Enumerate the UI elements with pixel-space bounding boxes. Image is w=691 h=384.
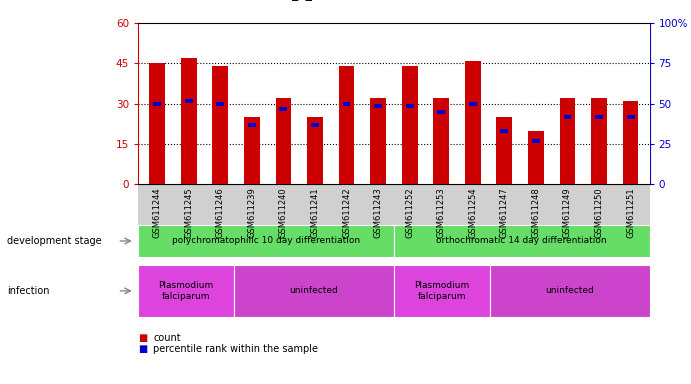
Text: infection: infection (7, 286, 50, 296)
Bar (564, 115, 571, 119)
Bar (595, 115, 603, 119)
Bar (433, 98, 449, 184)
Text: percentile rank within the sample: percentile rank within the sample (153, 344, 319, 354)
Bar (307, 117, 323, 184)
Bar (153, 102, 161, 106)
Bar (212, 66, 228, 184)
Text: Plasmodium
falciparum: Plasmodium falciparum (414, 281, 469, 301)
Bar (370, 98, 386, 184)
Bar (149, 63, 165, 184)
Bar (496, 117, 512, 184)
Bar (181, 58, 197, 184)
Text: uninfected: uninfected (290, 286, 339, 295)
Bar (468, 102, 477, 106)
Bar (248, 123, 256, 127)
Text: ■: ■ (138, 333, 147, 343)
Text: count: count (153, 333, 181, 343)
Bar (311, 123, 319, 127)
Bar (437, 110, 445, 114)
Text: uninfected: uninfected (545, 286, 594, 295)
Bar (276, 98, 292, 184)
Bar (279, 107, 287, 111)
Bar (623, 101, 638, 184)
Bar (528, 131, 544, 184)
Bar (406, 104, 414, 108)
Bar (500, 129, 509, 132)
Bar (339, 66, 354, 184)
Text: ■: ■ (138, 344, 147, 354)
Bar (244, 117, 260, 184)
Bar (591, 98, 607, 184)
Text: polychromatophilic 10 day differentiation: polychromatophilic 10 day differentiatio… (172, 237, 360, 245)
Bar (627, 115, 634, 119)
Bar (560, 98, 576, 184)
Text: development stage: development stage (7, 236, 102, 246)
Bar (401, 66, 417, 184)
Text: Plasmodium
falciparum: Plasmodium falciparum (158, 281, 214, 301)
Bar (374, 104, 382, 108)
Bar (465, 61, 481, 184)
Bar (343, 102, 350, 106)
Bar (532, 139, 540, 143)
Bar (184, 99, 193, 103)
Bar (216, 102, 224, 106)
Text: orthochromatic 14 day differentiation: orthochromatic 14 day differentiation (437, 237, 607, 245)
